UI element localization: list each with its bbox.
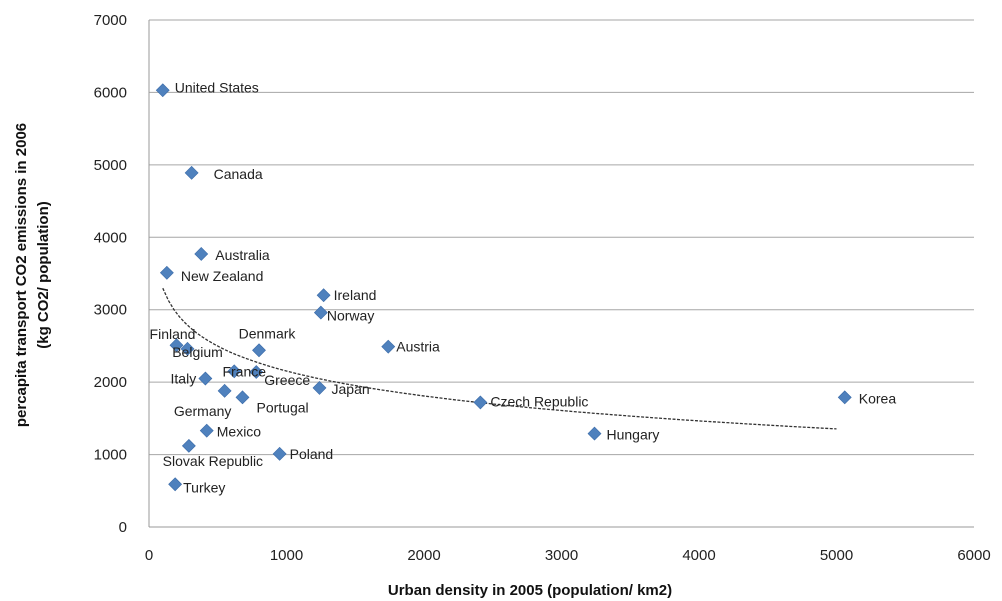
y-tick-7000: 7000 xyxy=(94,12,127,29)
point-label-portugal: Portugal xyxy=(257,399,309,415)
point-korea xyxy=(837,390,852,405)
point-label-poland: Poland xyxy=(290,446,334,462)
point-belgium xyxy=(180,341,195,356)
y-axis-label-line-1: percapita transport CO2 emissions in 200… xyxy=(13,123,30,427)
x-tick-6000: 6000 xyxy=(957,547,990,564)
point-hungary xyxy=(587,426,602,441)
point-greece xyxy=(249,365,264,379)
point-canada xyxy=(184,165,199,180)
point-australia xyxy=(194,247,209,261)
point-portugal xyxy=(235,390,250,405)
y-axis-label-line-2: (kg CO2/ population) xyxy=(35,201,52,349)
point-label-france: France xyxy=(222,363,266,379)
point-label-finland: Finland xyxy=(150,326,196,342)
point-austria xyxy=(381,339,396,354)
gridlines xyxy=(149,19,974,456)
point-label-czech-republic: Czech Republic xyxy=(490,393,588,409)
y-tick-2000: 2000 xyxy=(94,374,127,391)
x-tick-3000: 3000 xyxy=(545,547,578,564)
y-tick-6000: 6000 xyxy=(94,84,127,101)
point-label-canada: Canada xyxy=(214,166,263,182)
point-label-austria: Austria xyxy=(396,339,440,355)
y-tick-0: 0 xyxy=(119,519,127,536)
point-mexico xyxy=(199,423,214,438)
point-label-slovak-republic: Slovak Republic xyxy=(163,453,263,469)
point-poland xyxy=(272,446,287,461)
point-label-united-states: United States xyxy=(175,79,259,95)
point-label-norway: Norway xyxy=(327,308,374,324)
point-label-denmark: Denmark xyxy=(239,325,297,341)
y-tick-3000: 3000 xyxy=(94,302,127,319)
point-germany xyxy=(217,383,232,398)
x-axis-label: Urban density in 2005 (population/ km2) xyxy=(388,582,672,599)
x-tick-4000: 4000 xyxy=(682,547,715,564)
point-label-hungary: Hungary xyxy=(607,427,660,443)
point-label-new-zealand: New Zealand xyxy=(181,268,264,284)
point-ireland xyxy=(316,288,331,303)
point-label-korea: Korea xyxy=(859,390,897,406)
point-label-italy: Italy xyxy=(171,371,197,387)
point-new-zealand xyxy=(159,265,174,280)
point-label-australia: Australia xyxy=(215,247,270,263)
point-label-turkey: Turkey xyxy=(183,479,225,495)
y-tick-1000: 1000 xyxy=(94,447,127,464)
point-france xyxy=(227,364,242,379)
point-czech-republic xyxy=(473,395,488,410)
point-label-germany: Germany xyxy=(174,403,232,419)
point-united-states xyxy=(155,83,170,98)
data-points xyxy=(155,83,852,492)
y-tick-5000: 5000 xyxy=(94,157,127,174)
point-label-greece: Greece xyxy=(264,372,310,388)
point-labels: United States Canada Australia New Zealand I… xyxy=(150,79,897,495)
point-slovak-republic xyxy=(181,438,196,453)
y-tick-4000: 4000 xyxy=(94,229,127,246)
point-italy xyxy=(198,371,213,386)
point-norway xyxy=(313,305,328,320)
x-tick-5000: 5000 xyxy=(820,547,853,564)
x-tick-1000: 1000 xyxy=(270,547,303,564)
point-label-mexico: Mexico xyxy=(217,424,262,440)
point-label-japan: Japan xyxy=(332,381,370,397)
x-tick-labels: 0 1000 2000 3000 4000 5000 6000 xyxy=(145,547,991,564)
point-japan xyxy=(312,381,327,395)
x-tick-2000: 2000 xyxy=(407,547,440,564)
y-tick-labels: 0 1000 2000 3000 4000 5000 6000 7000 xyxy=(94,12,127,536)
point-label-belgium: Belgium xyxy=(172,344,223,360)
point-turkey xyxy=(168,477,183,492)
point-denmark xyxy=(252,343,266,358)
x-tick-0: 0 xyxy=(145,547,153,564)
trendline xyxy=(162,287,837,430)
point-label-ireland: Ireland xyxy=(334,287,377,303)
point-finland xyxy=(169,338,184,353)
